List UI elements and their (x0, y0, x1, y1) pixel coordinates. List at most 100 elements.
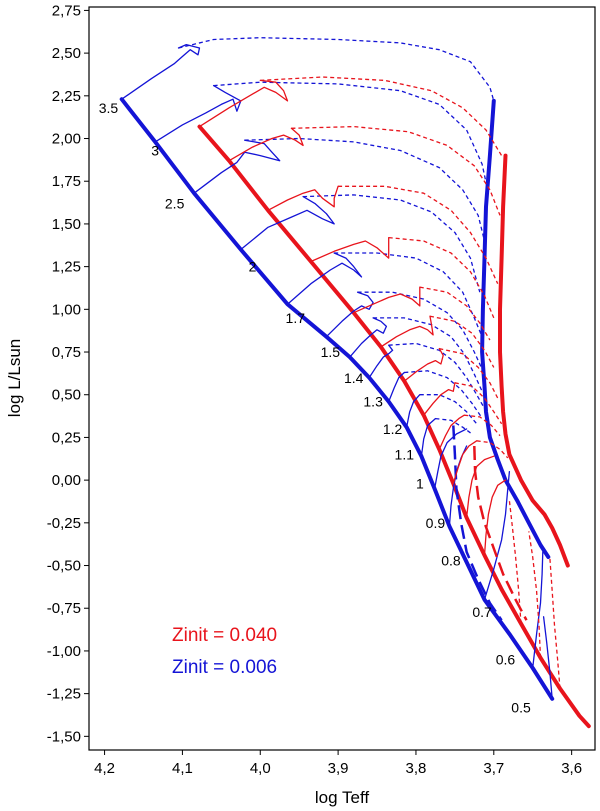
series-track-2-5-z-0-040-post (291, 125, 501, 216)
series-rgb-z-0-006 (480, 98, 551, 559)
series-track-1-4-z-0-006-post (373, 317, 483, 392)
y-tick-label: 0,00 (52, 472, 81, 489)
mass-label-1-7: 1.7 (286, 310, 306, 326)
series-track-1-z-0-006-post (435, 417, 473, 435)
series-track-1-5-z-0-040 (353, 286, 421, 314)
series-track-1-7-z-0-040 (310, 236, 390, 263)
x-tick-label: 3,7 (483, 760, 504, 777)
series-track-0-8-z-0-040 (483, 479, 507, 556)
mass-label-1-5: 1.5 (321, 344, 341, 360)
series-track-1-7-z-0-040-post (388, 236, 495, 319)
x-axis-ticks: 4,2 4,1 4,0 3,9 3,8 3,7 3,6 (94, 750, 582, 777)
y-tick-label: 0,75 (52, 344, 81, 361)
series-track-2-z-0-006-post (303, 194, 481, 293)
y-tick-label: 1,25 (52, 259, 81, 276)
y-tick-label: 2,00 (52, 131, 81, 148)
series-zams-z-0-006 (119, 97, 555, 701)
x-tick-label: 4,2 (94, 760, 115, 777)
mass-label-3-5: 3.5 (99, 100, 119, 116)
series-track-2-z-0-006 (240, 195, 335, 251)
x-tick-label: 4,0 (250, 760, 271, 777)
series-zams-z-0-040 (197, 124, 591, 729)
mass-label-0-7: 0.7 (472, 604, 492, 620)
mass-label-2-5: 2.5 (165, 196, 185, 212)
y-tick-label: 2,50 (52, 45, 81, 62)
series-track-0-6-z-0-040 (528, 531, 542, 658)
y-tick-label: 2,75 (52, 2, 81, 19)
mass-label-1-2: 1.2 (383, 421, 403, 437)
y-tick-label: 1,00 (52, 301, 81, 318)
series-track-1-1-z-0-006 (405, 394, 421, 428)
y-tick-label: -0,25 (47, 515, 81, 532)
series-track-0-5-z-0-006 (542, 616, 553, 700)
series-track-2-5-z-0-040 (228, 127, 304, 162)
series-track-3-z-0-040 (198, 79, 289, 128)
x-tick-label: 3,9 (328, 760, 349, 777)
mass-label-1-1: 1.1 (395, 447, 415, 463)
mass-label-0-9: 0.9 (426, 515, 446, 531)
series-track-1-7-z-0-006-post (334, 252, 482, 336)
series-track-1-4-z-0-006 (349, 317, 388, 358)
y-tick-label: 0,25 (52, 429, 81, 446)
mass-label-0-6: 0.6 (496, 652, 516, 668)
y-tick-label: -0,50 (47, 558, 81, 575)
series-track-1-1-z-0-006-post (419, 394, 478, 425)
plot-frame (88, 6, 596, 751)
series-track-1-1-z-0-040-post (464, 414, 501, 437)
series-tams-z-0-040 (473, 445, 528, 621)
series-tams-z-0-006 (452, 425, 503, 621)
series-track-1-5-z-0-040-post (419, 286, 491, 341)
y-tick-label: 2,25 (52, 88, 81, 105)
legend-label-z040: Zinit = 0.040 (172, 625, 277, 646)
series-track-1-3-z-0-040 (403, 347, 444, 382)
series-track-1-z-0-006 (420, 417, 437, 457)
series-track-3-5-z-0-006 (121, 43, 201, 100)
y-tick-label: -1,00 (47, 643, 81, 660)
series-track-1-4-z-0-040 (380, 315, 434, 348)
series-layer (119, 37, 591, 729)
series-track-3-5-z-0-006-post (178, 37, 495, 102)
series-track-2-z-0-040 (267, 185, 339, 211)
y-tick-label: -0,75 (47, 600, 81, 617)
series-track-0-7-z-0-040 (508, 500, 522, 624)
x-tick-label: 3,6 (561, 760, 582, 777)
series-track-1-5-z-0-006-post (357, 291, 483, 370)
series-track-2-5-z-0-006-post (244, 137, 486, 242)
series-track-1-4-z-0-040-post (429, 315, 495, 368)
mass-labels: 3.5 3 2.5 2 1.7 1.51.4 1.31.2 1.11 0.9 0.8 0.7 0.6 0… (99, 100, 531, 716)
series-track-1-1-z-0-040 (438, 414, 465, 451)
series-track-1-7-z-0-006 (286, 252, 363, 305)
series-track-1-2-z-0-040-post (454, 382, 503, 425)
y-tick-label: 1,50 (52, 216, 81, 233)
series-track-1-3-z-0-040-post (439, 347, 499, 399)
series-track-2-z-0-040-post (338, 185, 499, 284)
y-tick-label: 1,75 (52, 173, 81, 190)
y-axis-ticks: 2,75 2,50 2,25 2,00 1,75 1,50 1,25 1,00 0,75 0,50… (47, 2, 89, 745)
y-tick-label: -1,25 (47, 686, 81, 703)
series-track-3-z-0-040-post (260, 76, 503, 156)
series-track-3-z-0-006 (154, 84, 242, 143)
x-tick-label: 4,1 (172, 760, 193, 777)
mass-label-3: 3 (151, 143, 159, 159)
y-tick-label: 0,50 (52, 387, 81, 404)
series-track-0-5-z-0-040 (549, 556, 561, 689)
series-track-1-3-z-0-006 (368, 344, 394, 379)
series-track-1-3-z-0-006-post (388, 342, 486, 409)
series-track-1-z-0-040-post (476, 440, 509, 459)
series-track-1-2-z-0-040 (423, 382, 456, 416)
legend-label-z006: Zinit = 0.006 (172, 657, 277, 678)
mass-label-1: 1 (416, 476, 424, 492)
series-track-0-9-z-0-006 (433, 428, 468, 490)
x-tick-label: 3,8 (406, 760, 427, 777)
mass-label-0-8: 0.8 (441, 553, 461, 569)
series-track-0-6-z-0-006 (532, 551, 544, 669)
series-track-0-7-z-0-006 (483, 470, 511, 601)
mass-label-1-3: 1.3 (363, 394, 383, 410)
y-axis-title: log L/Lsun (5, 339, 24, 417)
y-tick-label: -1,50 (47, 728, 81, 745)
mass-label-1-4: 1.4 (344, 370, 364, 386)
series-track-2-5-z-0-006 (193, 139, 281, 194)
series-track-1-z-0-040 (452, 440, 478, 485)
series-track-1-2-z-0-006 (388, 371, 405, 403)
